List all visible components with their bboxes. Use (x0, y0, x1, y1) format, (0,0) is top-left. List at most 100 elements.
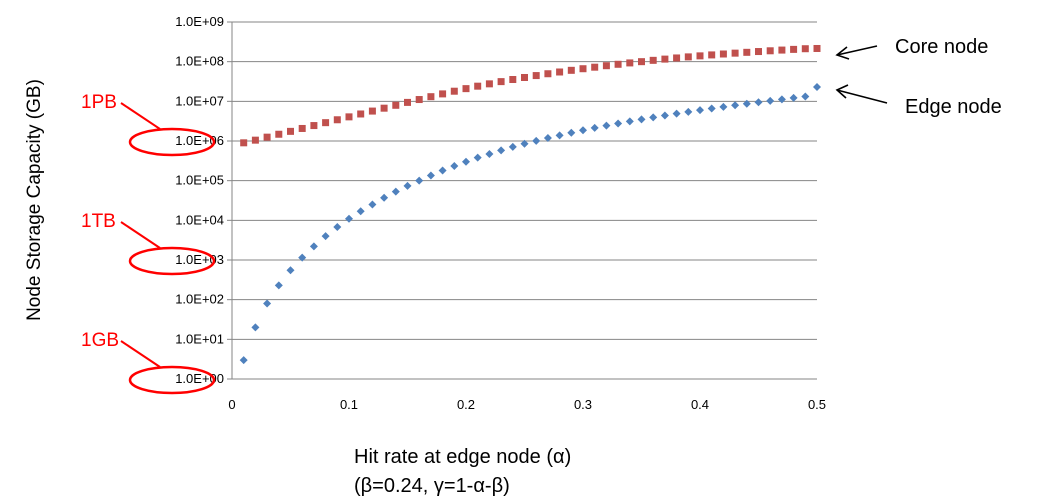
edge-node-point (707, 104, 716, 113)
core-node-point (427, 93, 435, 101)
core-node-point (404, 98, 411, 106)
edge-node-point (415, 176, 424, 185)
y-tick-label: 1.0E+07 (175, 93, 224, 108)
edge-node-point (742, 99, 751, 108)
core-node-point (287, 127, 294, 135)
edge-node-point (462, 157, 470, 166)
edge-node-point (356, 207, 365, 216)
edge-node-arrow (835, 84, 888, 104)
core-node-point (474, 82, 482, 90)
x-tick-label: 0.5 (808, 397, 826, 412)
core-node-point (298, 124, 306, 132)
edge-node-point (719, 102, 728, 111)
edge-node-point (286, 266, 295, 275)
x-tick-label: 0.1 (340, 397, 358, 412)
core-node-point (579, 65, 587, 73)
edge-node-point (754, 98, 763, 107)
edge-node-point (532, 136, 541, 145)
edge-node-point (649, 113, 658, 122)
core-node-point (591, 63, 599, 71)
core-node-point (661, 55, 669, 63)
core-node-point (380, 104, 388, 112)
annotation-ellipse (128, 365, 216, 395)
annotation-leader (120, 340, 161, 368)
y-tick-label: 1.0E+04 (175, 212, 224, 227)
y-tick-label: 1.0E+01 (175, 331, 224, 346)
core-node-point (392, 101, 400, 109)
core-node-point (544, 70, 552, 78)
edge-node-point (309, 242, 318, 251)
edge-node-point (274, 281, 283, 290)
edge-node-point (567, 128, 576, 137)
core-node-point (743, 48, 751, 56)
annotations: 1PB 1TB 1GB (81, 92, 216, 395)
edge-node-point (298, 253, 307, 262)
annotation-leader (120, 102, 161, 130)
core-node-point (345, 113, 353, 121)
core-node-point (322, 119, 330, 127)
edge-node-point (520, 139, 529, 148)
edge-node-point (789, 93, 798, 102)
edge-node-point (602, 121, 611, 130)
edge-node-point (497, 146, 506, 155)
grid-lines (232, 21, 817, 340)
core-node-arrow (835, 45, 878, 60)
core-node-point (790, 45, 798, 53)
core-node-point (778, 46, 786, 54)
edge-node-point (473, 153, 482, 162)
y-tick-label: 1.0E+08 (175, 54, 224, 69)
annotation-label: 1PB (81, 92, 117, 113)
annotation-ellipse (128, 127, 216, 157)
y-tick-label: 1.0E+09 (175, 14, 224, 29)
edge-node-point (813, 82, 821, 91)
core-node-point (813, 44, 821, 52)
edge-node-point (590, 123, 599, 132)
edge-node-point (579, 126, 587, 135)
edge-node-point (403, 181, 412, 190)
edge-node-point (731, 101, 740, 110)
core-node-point (240, 139, 248, 147)
edge-node-point (508, 142, 517, 151)
edge-node-point (543, 134, 552, 143)
core-node-point (626, 59, 634, 67)
core-node-point (556, 68, 564, 76)
x-tick-label: 0.3 (574, 397, 592, 412)
core-node-point (509, 76, 517, 84)
edge-node-point (766, 96, 775, 105)
annotation-leader (120, 221, 161, 249)
edge-node-point (637, 115, 646, 124)
edge-node-point (263, 299, 272, 308)
core-node-point (415, 96, 423, 104)
core-node-label: Core node (895, 36, 988, 58)
core-node-point (719, 50, 727, 58)
edge-node-point (391, 187, 400, 196)
y-axis-label: Node Storage Capacity (GB) (24, 79, 45, 321)
core-node-point (275, 130, 283, 138)
x-tick-label: 0.4 (691, 397, 709, 412)
edge-node-point (777, 95, 786, 104)
annotation-label: 1GB (81, 330, 119, 351)
core-node-point (801, 45, 809, 53)
y-tick-label: 1.0E+03 (175, 252, 224, 267)
core-node-point (638, 58, 645, 66)
core-node-point (310, 122, 318, 130)
edge-node-point (380, 193, 389, 202)
core-node-point (649, 56, 657, 64)
annotation-label: 1TB (81, 211, 116, 232)
core-node-point (766, 47, 774, 55)
series-core-node (240, 44, 821, 147)
annotation-ellipse (128, 246, 216, 276)
core-node-point (263, 133, 271, 141)
edge-node-point (368, 200, 377, 209)
edge-node-point (345, 214, 353, 223)
x-tick-label: 0.2 (457, 397, 475, 412)
edge-node-point (426, 171, 435, 180)
series-edge-node (239, 82, 821, 365)
edge-node-point (660, 111, 669, 120)
core-node-point (251, 136, 259, 144)
core-node-point (357, 110, 365, 118)
core-node-point (462, 85, 470, 93)
edge-node-point (696, 106, 704, 115)
edge-node-label: Edge node (905, 96, 1002, 118)
x-tick-labels: 0 0.1 0.2 0.3 0.4 0.5 (228, 397, 826, 412)
